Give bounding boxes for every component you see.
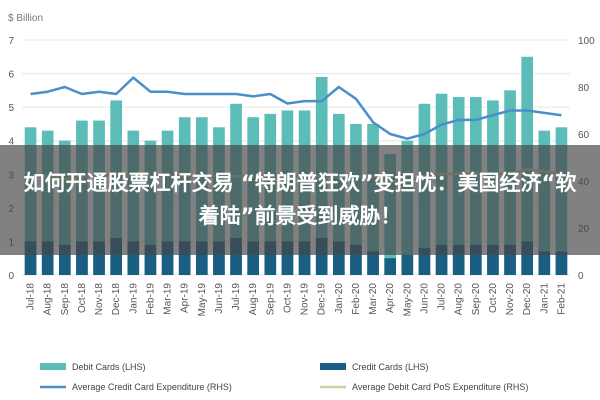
credit-bar bbox=[247, 241, 260, 275]
x-tick-label: Nov-20 bbox=[505, 283, 516, 316]
x-tick-label: Aug-18 bbox=[43, 283, 54, 316]
left-axis-label: $ Billion bbox=[8, 13, 43, 24]
x-tick-label: Feb-19 bbox=[145, 283, 156, 315]
credit-bar bbox=[350, 244, 362, 275]
left-tick-label: 5 bbox=[8, 103, 14, 114]
legend-label-debit-line: Average Debit Card PoS Expenditure (RHS) bbox=[352, 382, 528, 392]
credit-bar bbox=[332, 241, 345, 275]
credit-bar bbox=[384, 258, 397, 275]
overlay-title: 如何开通股票杠杆交易 “特朗普狂欢”变担忧：美国经济“软着陆”前景受到威胁！ bbox=[23, 171, 577, 228]
x-tick-label: Jan-20 bbox=[334, 283, 345, 314]
credit-bar bbox=[401, 254, 414, 275]
x-tick-label: Oct-20 bbox=[488, 283, 499, 313]
x-tick-label: May-19 bbox=[197, 283, 208, 317]
x-tick-label: Sep-18 bbox=[60, 283, 71, 316]
x-tick-label: Jun-19 bbox=[214, 283, 225, 314]
left-tick-label: 4 bbox=[8, 137, 14, 148]
credit-bar bbox=[487, 244, 499, 275]
right-tick-label: 60 bbox=[578, 130, 590, 141]
x-tick-label: Aug-19 bbox=[248, 283, 259, 316]
x-tick-label: Sep-19 bbox=[265, 283, 276, 316]
legend-swatch-credit bbox=[320, 363, 346, 370]
left-tick-label: 7 bbox=[8, 36, 14, 47]
credit-bar bbox=[435, 244, 448, 275]
credit-expenditure-line bbox=[30, 76, 562, 140]
x-tick-label: Jun-20 bbox=[419, 283, 430, 314]
credit-bar bbox=[315, 238, 328, 275]
x-tick-label: Dec-20 bbox=[522, 283, 533, 316]
legend-swatch-debit bbox=[40, 363, 66, 370]
x-tick-label: Sep-20 bbox=[471, 283, 482, 316]
x-tick-label: Dec-18 bbox=[111, 283, 122, 316]
x-tick-label: Jul-20 bbox=[437, 283, 448, 311]
credit-bar bbox=[110, 238, 123, 275]
credit-bars bbox=[24, 238, 568, 275]
x-tick-label: May-20 bbox=[402, 283, 413, 317]
legend-label-credit: Credit Cards (LHS) bbox=[352, 362, 429, 372]
x-tick-label: Apr-20 bbox=[385, 283, 396, 313]
right-tick-label: 100 bbox=[578, 36, 595, 47]
left-tick-label: 0 bbox=[8, 271, 14, 282]
x-tick-label: Jan-19 bbox=[128, 283, 139, 314]
x-tick-label: Nov-18 bbox=[94, 283, 105, 316]
credit-bar bbox=[76, 241, 88, 275]
credit-bar bbox=[24, 241, 37, 275]
x-tick-label: Nov-19 bbox=[300, 283, 311, 316]
x-tick-label: Dec-19 bbox=[317, 283, 328, 316]
x-tick-label: Oct-19 bbox=[282, 283, 293, 313]
title-overlay: 如何开通股票杠杆交易 “特朗普狂欢”变担忧：美国经济“软着陆”前景受到威胁！ bbox=[0, 145, 600, 255]
credit-bar bbox=[504, 244, 516, 275]
x-tick-label: Jul-19 bbox=[231, 283, 242, 311]
credit-bar bbox=[230, 238, 242, 275]
credit-bar bbox=[58, 244, 71, 275]
credit-bar bbox=[213, 241, 225, 275]
credit-bar bbox=[452, 244, 465, 275]
x-tick-label: Mar-20 bbox=[368, 283, 379, 315]
credit-bar bbox=[178, 241, 191, 275]
x-tick-label: Apr-19 bbox=[180, 283, 191, 313]
credit-bar bbox=[298, 241, 311, 275]
x-tick-label: Feb-21 bbox=[556, 283, 567, 315]
credit-bar bbox=[418, 248, 431, 275]
x-tick-label: Jul-18 bbox=[26, 283, 37, 311]
x-tick-label: Oct-18 bbox=[77, 283, 88, 313]
credit-bar bbox=[281, 241, 294, 275]
credit-bar bbox=[41, 241, 54, 275]
right-tick-label: 80 bbox=[578, 83, 590, 94]
x-tick-label: Feb-20 bbox=[351, 283, 362, 315]
credit-bar bbox=[469, 244, 482, 275]
credit-bar bbox=[195, 241, 208, 275]
credit-bar bbox=[521, 241, 534, 275]
legend-label-credit-line: Average Credit Card Expenditure (RHS) bbox=[72, 382, 232, 392]
x-tick-label: Mar-19 bbox=[163, 283, 174, 315]
credit-bar bbox=[555, 251, 568, 275]
legend: Debit Cards (LHS) Credit Cards (LHS) Ave… bbox=[40, 362, 528, 392]
legend-label-debit: Debit Cards (LHS) bbox=[72, 362, 146, 372]
credit-bar bbox=[93, 241, 105, 275]
x-tick-label: Aug-20 bbox=[454, 283, 465, 316]
x-axis-ticks: Jul-18 Aug-18 Sep-18 Oct-18 Nov-18 Dec-18 Jan-… bbox=[26, 283, 568, 317]
credit-bar bbox=[264, 241, 277, 275]
x-tick-label: Jan-21 bbox=[539, 283, 550, 314]
credit-bar bbox=[367, 251, 379, 275]
credit-bar bbox=[127, 241, 140, 275]
left-tick-label: 6 bbox=[8, 70, 14, 81]
credit-bar bbox=[161, 241, 174, 275]
credit-bar bbox=[144, 244, 157, 275]
credit-bar bbox=[538, 251, 551, 275]
right-tick-label: 0 bbox=[578, 271, 584, 282]
